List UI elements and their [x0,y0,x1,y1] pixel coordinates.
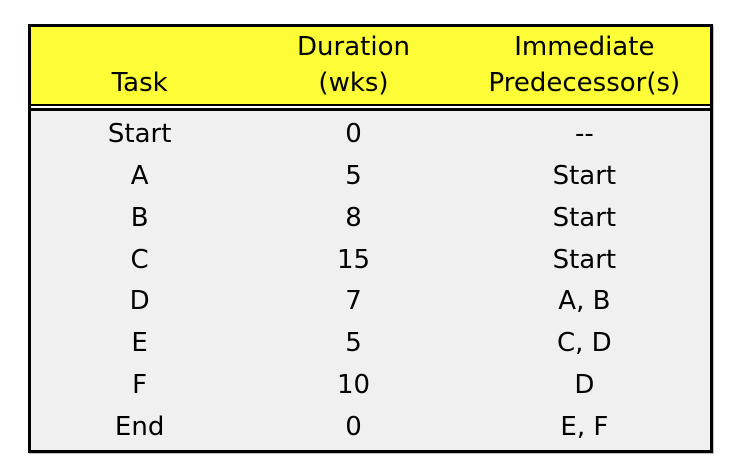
table-row: A 5 Start [31,155,710,197]
header-predecessors: Immediate Predecessor(s) [459,27,710,104]
task-table: Task Duration (wks) Immediate Predecesso… [28,24,713,453]
table-row: D 7 A, B [31,281,710,323]
cell-predecessor: Start [552,244,617,275]
cell-task: Start [107,118,172,149]
table-row: F 10 D [31,364,710,406]
cell-task: E [131,328,148,359]
table-body: Start 0 -- A 5 Start B 8 Start C 15 Star… [31,111,710,450]
cell-duration: 15 [336,244,371,275]
cell-duration: 0 [345,118,362,149]
table-header: Task Duration (wks) Immediate Predecesso… [31,27,710,104]
cell-duration: 5 [345,328,362,359]
cell-predecessor: -- [574,118,594,149]
cell-predecessor: C, D [557,328,612,359]
cell-duration: 0 [345,412,362,443]
header-duration-line1: Duration [297,32,410,62]
cell-duration: 8 [345,202,362,233]
table-row: E 5 C, D [31,322,710,364]
cell-duration: 7 [345,286,362,317]
cell-predecessor: D [574,370,595,401]
cell-task: A [130,160,149,191]
cell-duration: 10 [336,370,371,401]
cell-task: End [114,412,165,443]
header-task-label: Task [111,68,168,98]
cell-task: B [130,202,149,233]
header-task: Task [31,27,248,104]
table-row: B 8 Start [31,197,710,239]
header-duration-line2: (wks) [318,68,389,98]
cell-predecessor: Start [552,202,617,233]
cell-task: C [130,244,149,275]
cell-predecessor: E, F [560,412,609,443]
cell-task: D [129,286,150,317]
cell-task: F [132,370,148,401]
header-duration: Duration (wks) [248,27,458,104]
table-row: Start 0 -- [31,113,710,155]
header-predecessors-line1: Immediate [514,32,655,62]
header-predecessors-line2: Predecessor(s) [488,68,681,98]
header-separator [31,104,710,111]
cell-duration: 5 [345,160,362,191]
table-row: C 15 Start [31,239,710,281]
table-row: End 0 E, F [31,406,710,448]
cell-predecessor: Start [552,160,617,191]
cell-predecessor: A, B [558,286,611,317]
